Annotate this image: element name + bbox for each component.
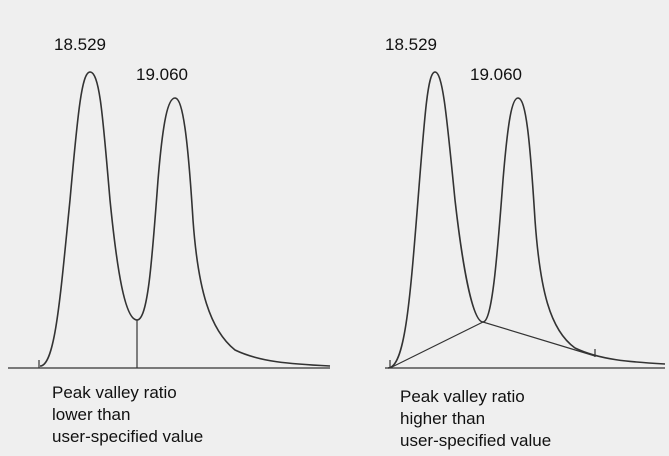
- panel-left: 18.529 19.060 Peak valley ratio lower th…: [8, 35, 331, 446]
- panel-right: 18.529 19.060 Peak valley ratio higher t…: [385, 35, 666, 450]
- chromatogram: [387, 71, 666, 369]
- chromatogram: [39, 71, 331, 367]
- peak-label: 18.529: [54, 35, 106, 54]
- peak-label: 19.060: [470, 65, 522, 84]
- peak-label: 19.060: [136, 65, 188, 84]
- caption: user-specified value: [52, 427, 203, 446]
- valley-baseline: [389, 321, 596, 369]
- caption: higher than: [400, 409, 485, 428]
- caption: lower than: [52, 405, 130, 424]
- caption: Peak valley ratio: [52, 383, 177, 402]
- caption: Peak valley ratio: [400, 387, 525, 406]
- peak-label: 18.529: [385, 35, 437, 54]
- caption: user-specified value: [400, 431, 551, 450]
